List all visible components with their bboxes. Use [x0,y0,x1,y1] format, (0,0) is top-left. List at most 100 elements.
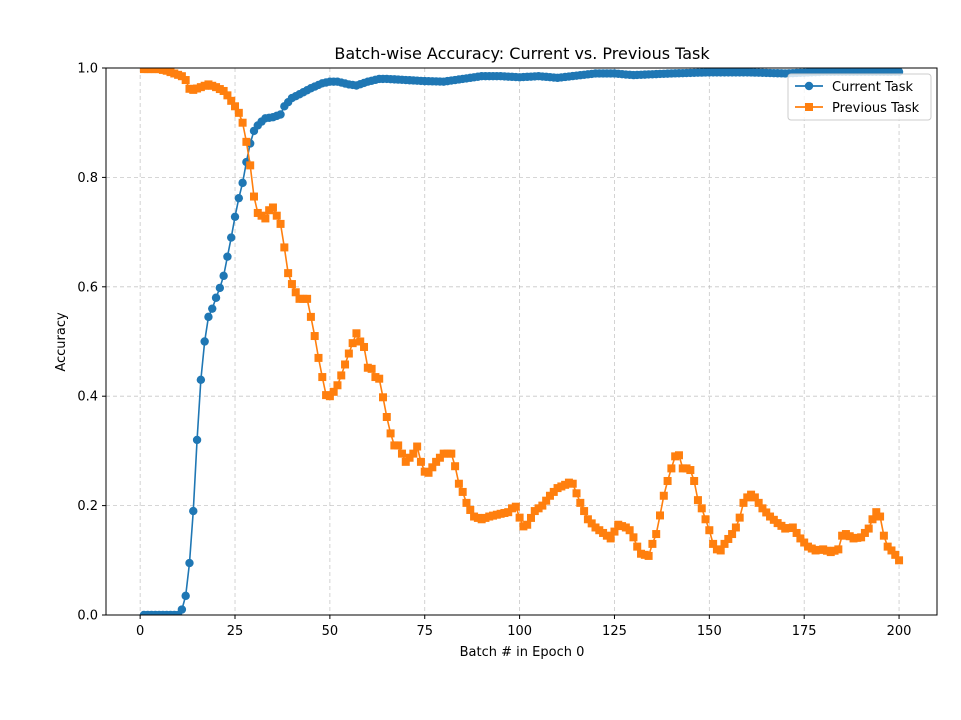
data-point [690,476,699,485]
data-point [526,513,535,522]
data-point [306,312,315,321]
data-point [648,539,657,548]
data-point [356,337,365,346]
legend-label-previous-task: Previous Task [832,101,920,116]
data-point [196,375,206,384]
data-point [397,449,406,458]
data-point [352,329,361,338]
data-point [580,507,589,516]
data-point [303,294,312,303]
data-point [379,393,387,402]
data-point [234,108,243,117]
x-tick-label: 100 [507,624,532,639]
data-point [860,528,869,537]
data-point [337,371,346,380]
data-point [428,463,437,472]
data-point [234,193,244,203]
data-point [735,513,744,522]
data-point [424,468,433,477]
data-point [333,381,342,390]
data-point [284,269,293,278]
data-point [276,110,285,119]
data-point [587,519,596,528]
data-point [280,243,289,252]
data-point [310,332,319,341]
data-point [211,293,221,302]
series-current-task [139,68,904,615]
data-point [227,96,236,105]
data-point [891,550,900,559]
data-point [523,520,532,529]
data-point [705,526,714,535]
series-previous-task [139,68,904,565]
y-tick-label: 0.6 [77,280,98,295]
data-point [375,374,384,383]
y-tick-label: 1.0 [77,62,98,77]
data-point [231,102,240,111]
x-tick-label: 200 [887,624,912,639]
data-point [720,539,729,548]
legend-marker-current-task [804,81,814,91]
data-point [189,506,198,516]
data-point [272,211,281,220]
data-point [796,534,805,543]
legend: Current Task Previous Task [787,73,932,121]
data-point [701,515,710,524]
data-point [435,453,444,462]
data-point [629,533,638,542]
data-point [276,219,285,228]
legend-box [787,73,932,121]
data-point [834,545,843,554]
data-point [382,412,391,421]
data-point [887,546,896,555]
data-point [754,498,763,507]
data-point [181,591,190,601]
data-point [686,466,695,475]
data-point [238,118,247,127]
data-point [659,491,668,500]
data-point [750,493,759,502]
data-point [409,449,418,458]
data-point [185,558,194,568]
data-point [462,498,471,507]
data-point [583,515,592,524]
data-point [857,533,866,542]
data-point [864,524,873,533]
data-point [572,489,581,498]
y-tick-label: 0.8 [77,171,98,186]
data-point [458,487,467,496]
data-point [674,451,683,460]
x-axis-title: Batch # in Epoch 0 [460,645,585,660]
data-point [788,523,797,532]
data-point [223,91,232,100]
data-point [762,508,771,517]
data-point [466,505,475,514]
data-point [792,528,801,537]
plot-frame [105,67,938,616]
data-point [204,312,213,322]
data-point [348,339,357,348]
data-point [367,364,376,373]
series-layer [139,68,904,615]
data-point [219,86,228,95]
data-point [329,387,338,396]
y-axis-title: Accuracy [54,312,69,372]
data-point [709,539,718,548]
data-point [652,530,661,539]
data-point [432,457,441,466]
data-point [576,498,585,507]
data-point [192,435,202,445]
data-point [208,304,217,313]
data-point [728,530,737,539]
data-point [223,252,232,261]
x-tick-label: 125 [602,624,627,639]
y-tick-label: 0.4 [77,390,98,405]
x-tick-label: 25 [227,624,244,639]
legend-label-current-task: Current Task [832,80,913,95]
legend-marker-previous-task [805,103,813,111]
data-point [246,161,255,170]
data-point [606,534,615,543]
data-point [542,496,551,505]
x-tick-label: 50 [322,624,339,639]
data-point [386,429,395,438]
